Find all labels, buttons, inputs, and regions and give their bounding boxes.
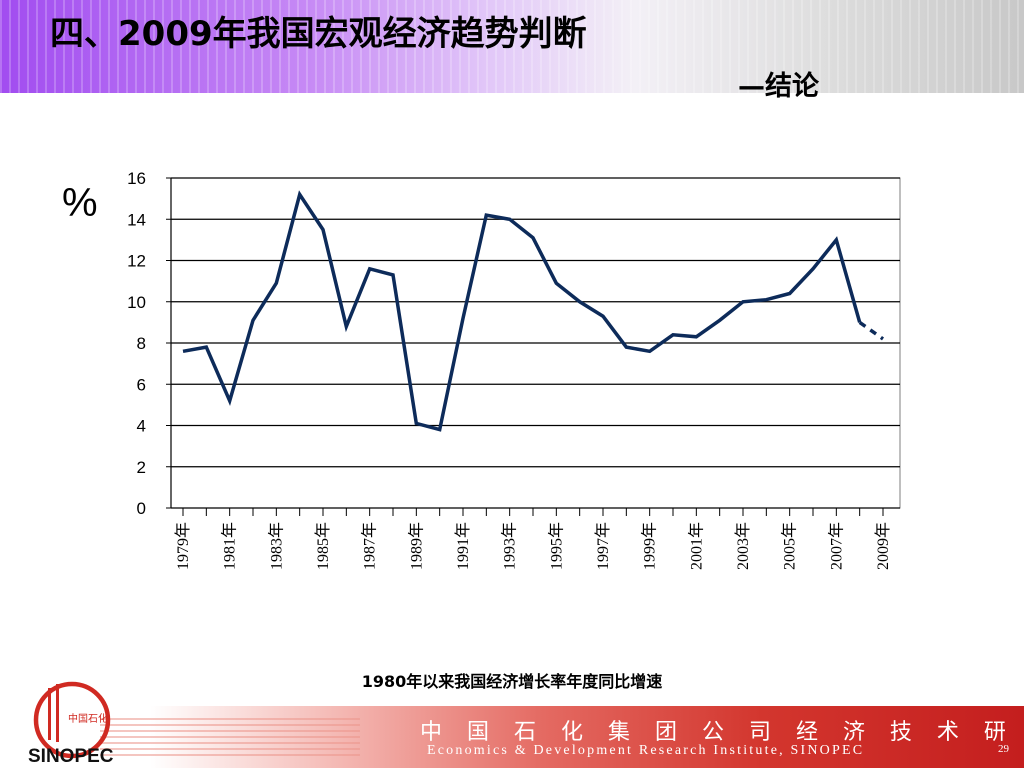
x-tick-label: 1991年 [454, 522, 472, 570]
chart-caption: 1980年以来我国经济增长率年度同比增速 [361, 672, 663, 691]
svg-text:SINOPEC: SINOPEC [28, 746, 114, 764]
x-tick-label: 2001年 [687, 522, 705, 570]
footer: 中 国 石 化 集 团 公 司 经 济 技 术 研 究 院 Economics … [0, 698, 1024, 768]
sinopec-logo: 中国石化 SINOPEC [28, 681, 114, 764]
x-tick-label: 1981年 [221, 522, 239, 570]
page-number: 29 [998, 743, 1009, 755]
x-tick-label: 1987年 [361, 522, 379, 570]
y-tick-label: 2 [137, 458, 146, 477]
x-axis: 1979年 1981年 1983年 1985年 1987年 1989年 1991年 1993年… [174, 508, 892, 570]
series-line-projected [858, 320, 885, 341]
x-tick-label: 1999年 [641, 522, 659, 570]
x-tick-label: 2005年 [781, 522, 799, 570]
y-tick-label: 16 [127, 169, 146, 188]
y-axis: 0 2 4 6 8 10 12 14 16 [127, 169, 172, 518]
y-unit-label: % [62, 181, 98, 225]
x-tick-label: 1983年 [267, 522, 285, 570]
gridlines [171, 177, 900, 509]
x-tick-label: 1993年 [501, 522, 519, 570]
header-banner [0, 0, 1024, 93]
x-tick-label: 1979年 [174, 522, 192, 570]
y-tick-label: 6 [137, 375, 146, 394]
y-tick-label: 8 [137, 334, 146, 353]
y-tick-label: 12 [127, 252, 146, 271]
series-lines [182, 190, 885, 432]
x-tick-label: 2003年 [734, 522, 752, 570]
institute-name-cn: 中 国 石 化 集 团 公 司 经 济 技 术 研 究 院 [420, 720, 1024, 745]
y-tick-label: 10 [127, 293, 146, 312]
footer-dash-pattern [100, 718, 360, 756]
x-tick-label: 1985年 [314, 522, 332, 570]
institute-name-en: Economics & Development Research Institu… [427, 743, 865, 758]
y-tick-label: 14 [127, 210, 146, 229]
header-stripes [0, 0, 1024, 93]
svg-text:中国石化: 中国石化 [68, 712, 108, 725]
y-tick-label: 0 [137, 499, 146, 518]
y-tick-label: 4 [137, 417, 146, 436]
series-line [182, 190, 862, 432]
slide-subtitle: —结论 [738, 71, 819, 102]
x-tick-label: 1997年 [594, 522, 612, 570]
x-tick-label: 1989年 [407, 522, 425, 570]
x-tick-label: 1995年 [547, 522, 565, 570]
x-tick-label: 2009年 [874, 522, 892, 570]
slide-title: 四、2009年我国宏观经济趋势判断 [50, 14, 587, 54]
growth-line-chart: % 0 2 4 6 8 10 12 14 16 1979年 1981年 1983年 1985年 1987… [62, 169, 901, 570]
x-tick-label: 2007年 [827, 522, 845, 570]
